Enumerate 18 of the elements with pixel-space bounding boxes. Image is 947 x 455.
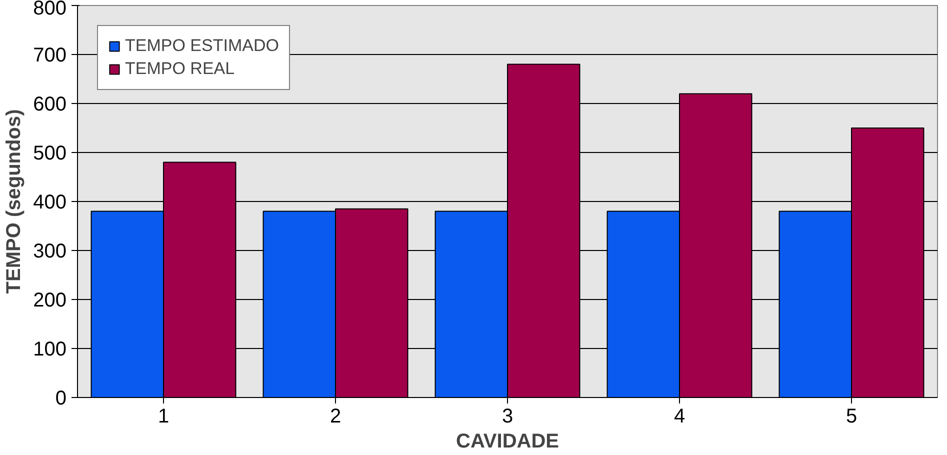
y-tick-label: 700 [33, 44, 67, 66]
y-tick-label: 800 [33, 0, 67, 20]
y-axis-title: TEMPO (segundos) [3, 109, 26, 294]
x-tick-label: 4 [674, 406, 686, 428]
y-tick-label: 200 [33, 290, 67, 312]
y-tick-label: 500 [33, 142, 67, 164]
legend-label: TEMPO REAL [125, 59, 235, 79]
y-tick-label: 0 [55, 388, 66, 410]
x-tick-label: 2 [330, 406, 342, 428]
x-tick-label: 1 [158, 406, 170, 428]
x-axis-title: CAVIDADE [456, 430, 559, 452]
y-tick-label: 400 [33, 192, 67, 214]
y-tick-label: 300 [33, 240, 67, 262]
x-tick-label: 3 [502, 406, 514, 428]
y-tick-label: 600 [33, 94, 67, 116]
x-tick-label: 5 [846, 406, 858, 428]
legend-label: TEMPO ESTIMADO [125, 36, 279, 56]
y-tick-label: 100 [33, 338, 67, 360]
